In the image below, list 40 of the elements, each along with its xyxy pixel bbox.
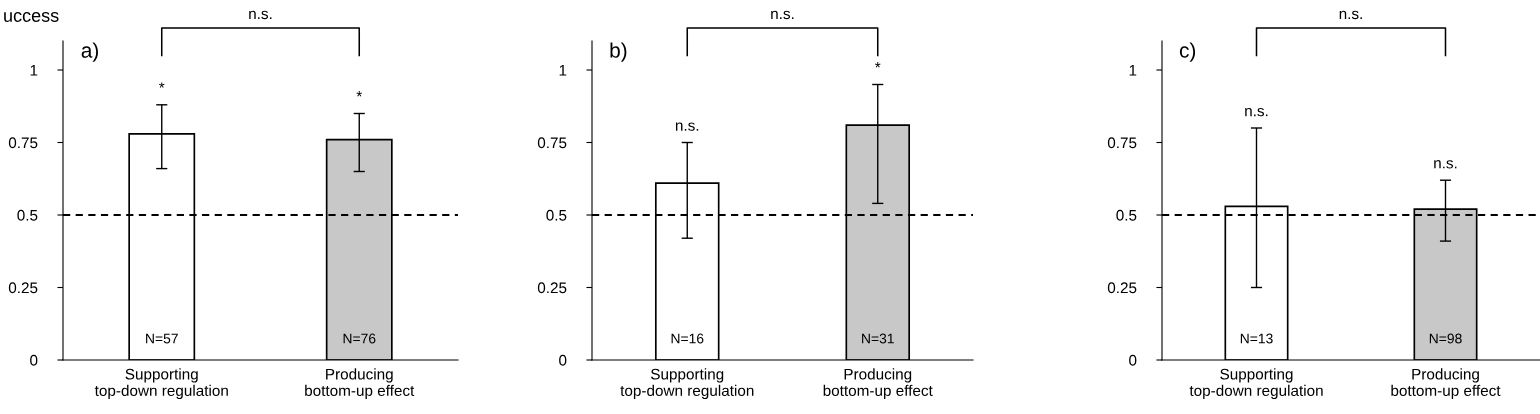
annotation: n.s. [1245,107,1268,117]
x-tick-label: Producing bottom-up effect [305,368,415,400]
x-tick-label: Producing bottom-up effect [823,368,933,400]
y-tick-label: 0.5 [546,209,567,221]
annotation: n.s. [675,122,699,131]
chart-title: a) [81,42,99,62]
y-tick-label: 1 [1129,65,1137,76]
x-tick-label: Producing bottom-up effect [1391,368,1501,400]
y-tick-label: 0 [559,354,567,366]
annotation: * [356,91,362,97]
y-tick-label: 1 [30,65,38,76]
y-tick-label: 0 [30,354,38,366]
y-tick-label: 0.75 [1107,137,1137,149]
text: n.s. [249,10,272,20]
y-tick-label: 0 [1129,354,1137,366]
y-tick-label: 0.75 [537,137,567,149]
y-axis-title: uccess [4,12,59,22]
annotation: N=57 [146,333,178,344]
y-tick-label: 1 [559,65,567,76]
text: n.s. [771,10,794,20]
annotation: N=16 [671,333,704,344]
annotation: N=31 [862,333,894,344]
annotation: * [159,82,165,88]
x-tick-label: Supporting top-down regulation [620,368,754,400]
x-tick-label: Supporting top-down regulation [1189,368,1323,400]
x-tick-label: Supporting top-down regulation [94,368,228,400]
text: n.s. [1339,10,1362,20]
annotation: N=98 [1429,333,1462,344]
annotation: n.s. [1434,160,1457,169]
annotation: N=76 [343,333,376,344]
y-tick-label: 0.25 [537,282,567,294]
annotation: N=13 [1240,333,1273,344]
chart-title: c) [1179,42,1196,62]
y-tick-label: 0.75 [8,137,38,149]
chart-title: b) [610,42,627,62]
y-tick-label: 0.5 [17,209,38,221]
y-tick-label: 0.25 [1107,282,1137,294]
y-tick-label: 0.5 [1116,209,1137,221]
y-tick-label: 0.25 [8,282,38,294]
annotation: * [875,62,881,68]
